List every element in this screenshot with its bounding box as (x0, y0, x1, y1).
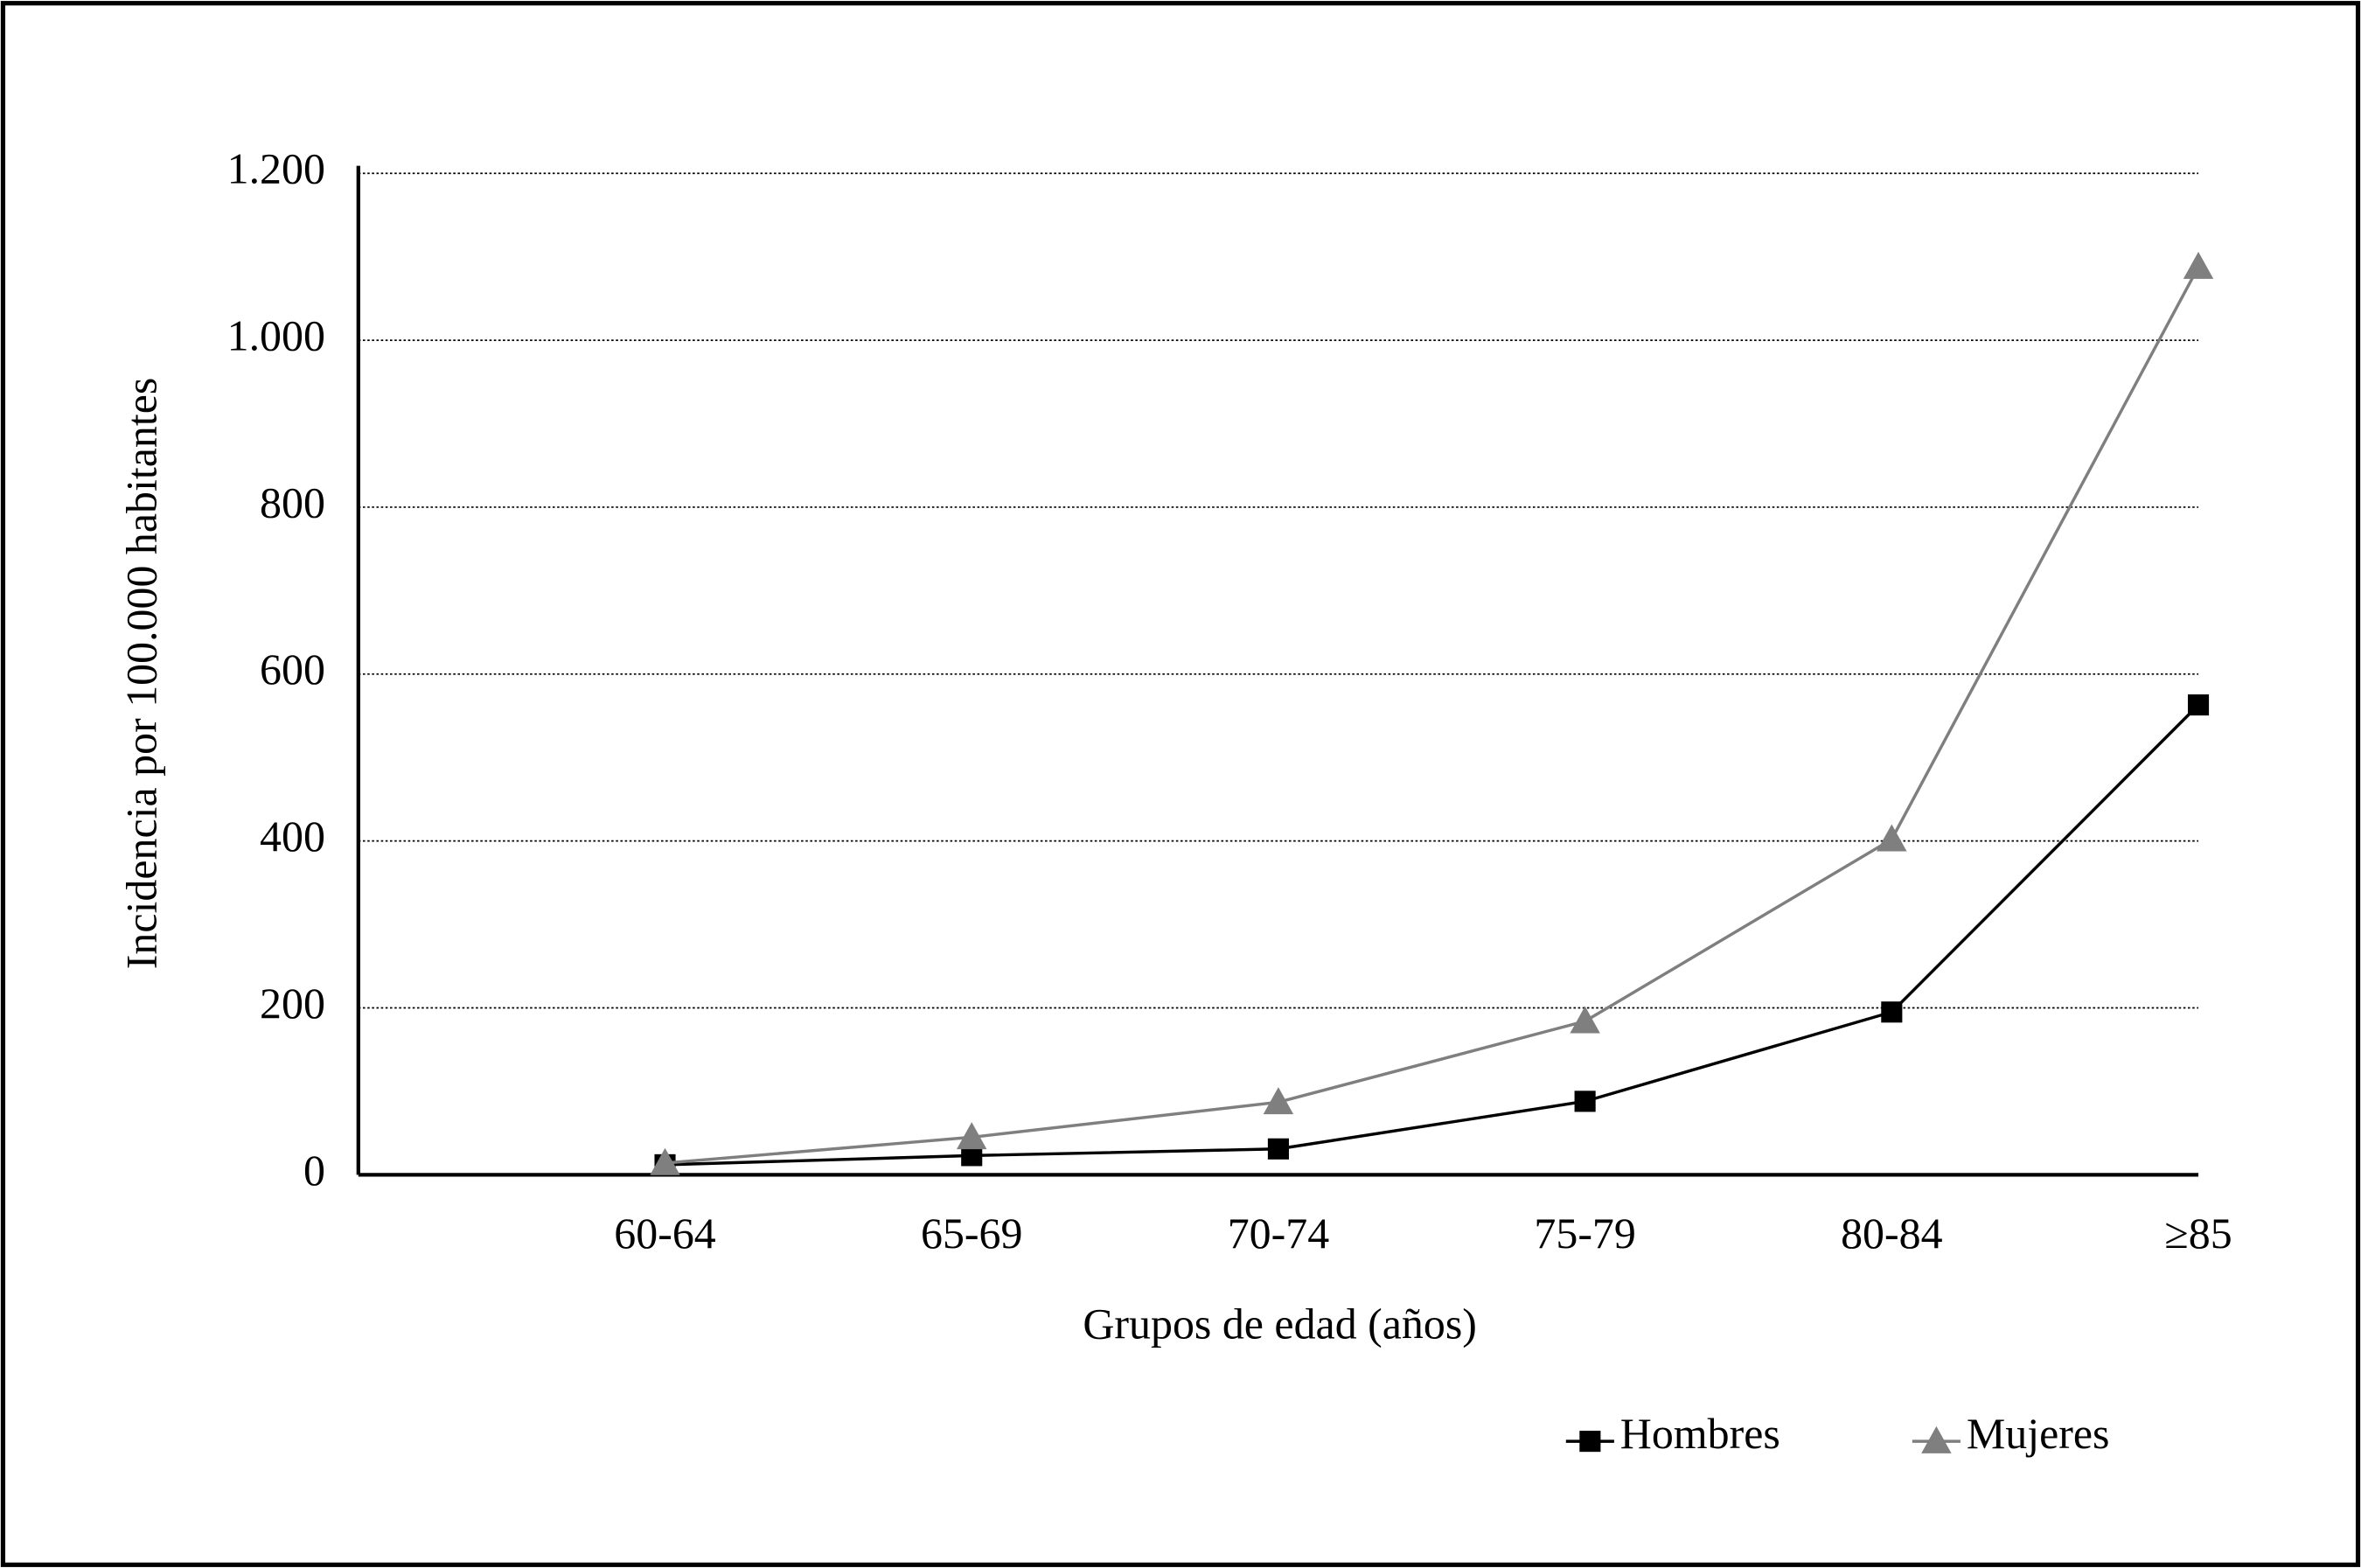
y-tick-label: 1.200 (227, 145, 325, 193)
marker (1579, 1431, 1601, 1453)
marker (2183, 251, 2214, 279)
marker (2187, 694, 2210, 716)
marker (1570, 1006, 1600, 1034)
series-line (665, 703, 2200, 1167)
y-axis-label: Incidencia por 100.000 habitantes (117, 378, 165, 970)
marker (1267, 1138, 1289, 1160)
y-tick-label: 0 (303, 1146, 325, 1195)
marker (1877, 824, 1907, 852)
x-tick-label: 75-79 (1534, 1209, 1635, 1258)
marker (1263, 1087, 1294, 1115)
marker (1921, 1425, 1952, 1453)
y-tick-label: 600 (260, 645, 325, 693)
x-axis-label: Grupos de edad (años) (1083, 1300, 1477, 1348)
x-tick-label: 70-74 (1228, 1209, 1330, 1258)
y-tick-label: 200 (260, 979, 325, 1028)
x-tick-label: 80-84 (1841, 1209, 1943, 1258)
marker (1574, 1091, 1596, 1112)
series-line (665, 266, 2200, 1165)
y-tick-label: 1.000 (227, 312, 325, 360)
y-tick-label: 800 (260, 478, 325, 526)
y-tick-label: 400 (260, 812, 325, 861)
x-tick-label: 60-64 (614, 1209, 716, 1258)
x-tick-label: ≥85 (2164, 1209, 2232, 1258)
marker (957, 1122, 987, 1150)
legend-label: Hombres (1620, 1410, 1780, 1458)
marker (650, 1147, 680, 1175)
marker (1881, 1001, 1903, 1023)
legend-label: Mujeres (1967, 1410, 2110, 1458)
x-tick-label: 65-69 (921, 1209, 1022, 1258)
